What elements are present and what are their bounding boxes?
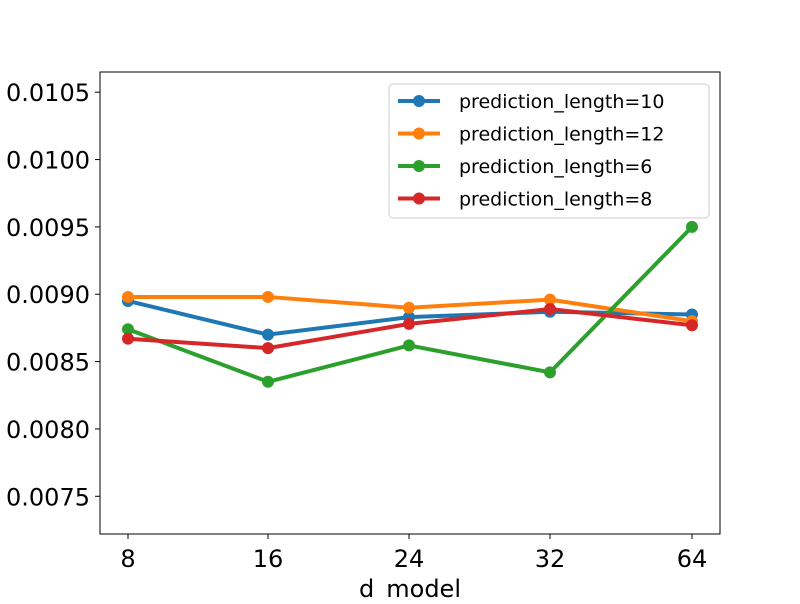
x-tick-label: 32 xyxy=(535,545,566,573)
data-point xyxy=(262,328,274,341)
legend-label: prediction_length=8 xyxy=(459,189,652,211)
legend-marker xyxy=(413,127,425,140)
legend: prediction_length=10 prediction_length=12… xyxy=(388,83,710,219)
legend-label: prediction_length=10 xyxy=(459,91,664,113)
data-point xyxy=(262,290,274,303)
legend-marker xyxy=(413,192,425,205)
data-point xyxy=(403,301,415,314)
plot-frame xyxy=(99,71,721,535)
data-point xyxy=(262,375,274,388)
legend-box xyxy=(388,83,710,219)
y-tick-label: 0.0095 xyxy=(6,214,90,242)
legend-marker xyxy=(413,95,425,107)
data-point xyxy=(544,366,556,379)
data-point xyxy=(686,220,698,233)
data-point xyxy=(544,303,556,316)
data-point xyxy=(262,342,274,355)
x-tick-label: 16 xyxy=(253,545,284,573)
y-tick-label: 0.0080 xyxy=(6,416,90,444)
y-tick-label: 0.0090 xyxy=(6,281,90,309)
data-point xyxy=(403,317,415,330)
data-point xyxy=(403,339,415,352)
x-tick-label: 24 xyxy=(394,545,425,573)
data-point xyxy=(686,319,698,332)
legend-label: prediction_length=12 xyxy=(459,124,664,146)
data-point xyxy=(122,290,134,303)
x-axis-label: d_model xyxy=(359,575,461,600)
legend-label: prediction_length=6 xyxy=(459,156,652,178)
y-tick-label: 0.0100 xyxy=(6,147,90,175)
y-tick-label: 0.0105 xyxy=(6,79,90,107)
data-point xyxy=(544,293,556,306)
y-tick-label: 0.0075 xyxy=(6,483,90,511)
x-tick-label: 8 xyxy=(120,545,135,573)
data-point xyxy=(122,332,134,345)
x-tick-label: 64 xyxy=(677,545,708,573)
legend-marker xyxy=(413,160,425,172)
data-point xyxy=(122,323,134,336)
y-tick-label: 0.0085 xyxy=(6,349,90,377)
